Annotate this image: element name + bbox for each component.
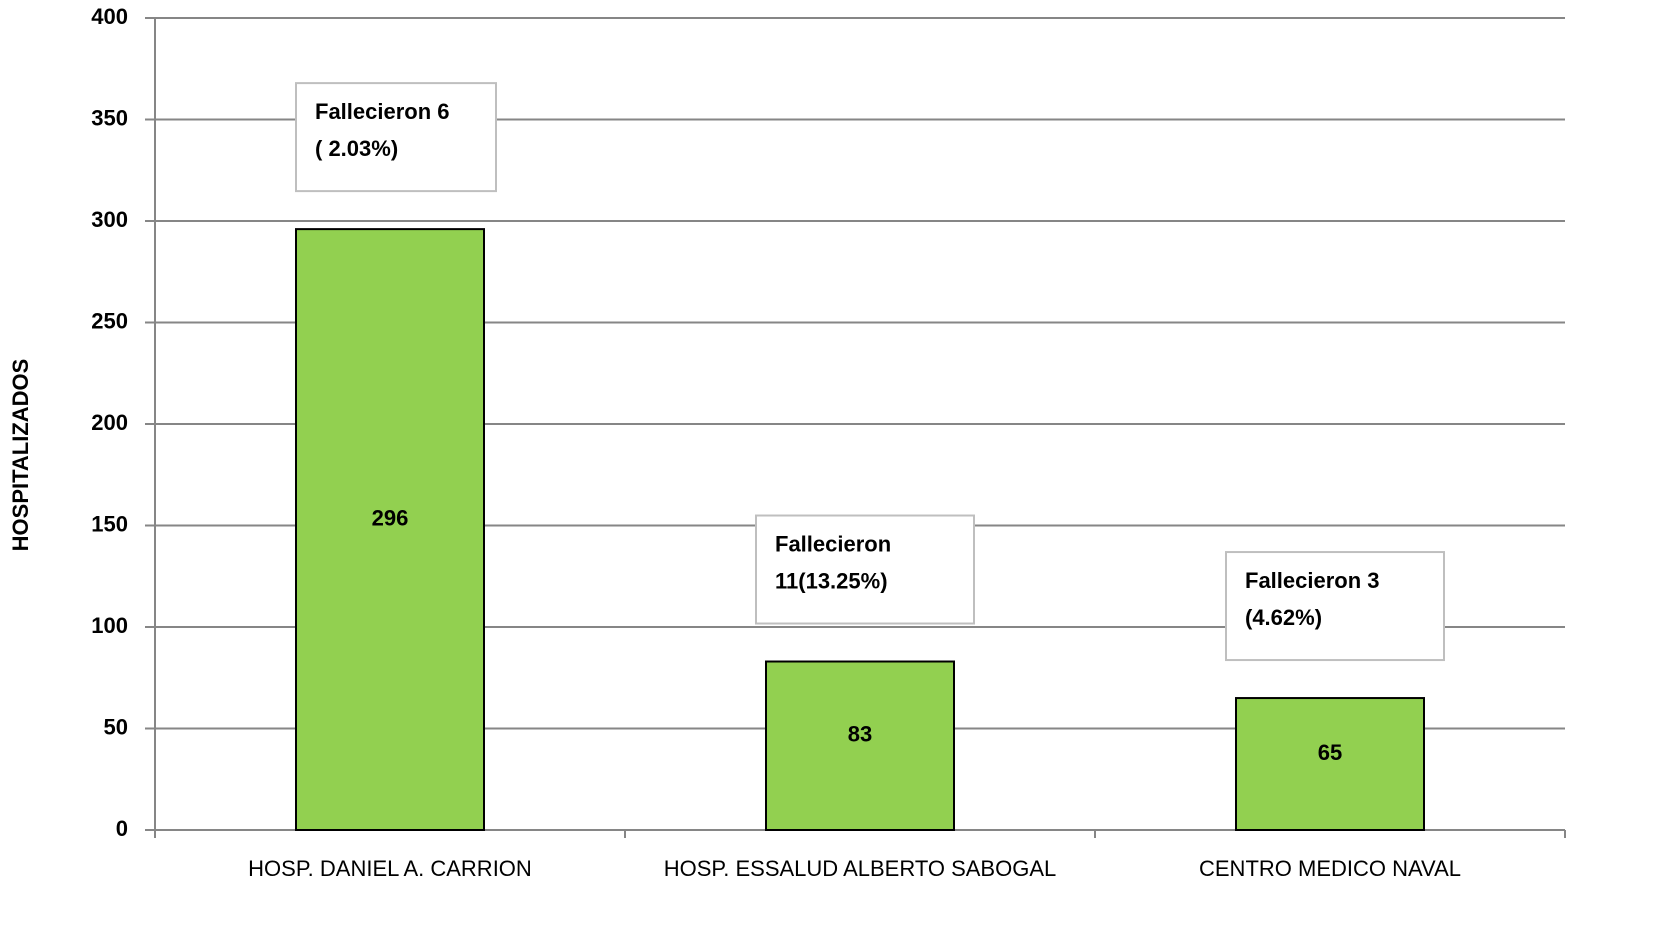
bar xyxy=(1235,697,1425,831)
y-tick-label: 150 xyxy=(91,511,128,536)
y-tick-label: 400 xyxy=(91,4,128,29)
data-label: 296 xyxy=(372,505,409,530)
bar xyxy=(295,228,485,831)
y-tick-label: 0 xyxy=(116,816,128,841)
y-tick-label: 300 xyxy=(91,207,128,232)
annotation-box xyxy=(1225,551,1445,662)
y-axis-label: HOSPITALIZADOS xyxy=(8,359,33,552)
annotation-text: (4.62%) xyxy=(1245,605,1322,630)
annotation-box xyxy=(755,514,975,625)
x-tick-label: HOSP. ESSALUD ALBERTO SABOGAL xyxy=(664,856,1057,881)
data-label: 65 xyxy=(1318,740,1342,765)
data-label: 83 xyxy=(848,722,872,747)
y-tick-label: 50 xyxy=(104,714,128,739)
y-tick-label: 250 xyxy=(91,308,128,333)
y-tick-label: 350 xyxy=(91,105,128,130)
y-tick-label: 100 xyxy=(91,613,128,638)
x-tick-label: HOSP. DANIEL A. CARRION xyxy=(248,856,532,881)
x-tick-label: CENTRO MEDICO NAVAL xyxy=(1199,856,1461,881)
bar xyxy=(765,660,955,832)
annotation-text: 11(13.25%) xyxy=(775,568,888,593)
y-tick-label: 200 xyxy=(91,410,128,435)
annotation-box xyxy=(295,82,497,193)
annotation-text: Fallecieron 3 xyxy=(1245,568,1380,593)
annotation-text: Fallecieron xyxy=(775,531,891,556)
annotation-text: ( 2.03%) xyxy=(315,136,398,161)
annotation-text: Fallecieron 6 xyxy=(315,99,450,124)
